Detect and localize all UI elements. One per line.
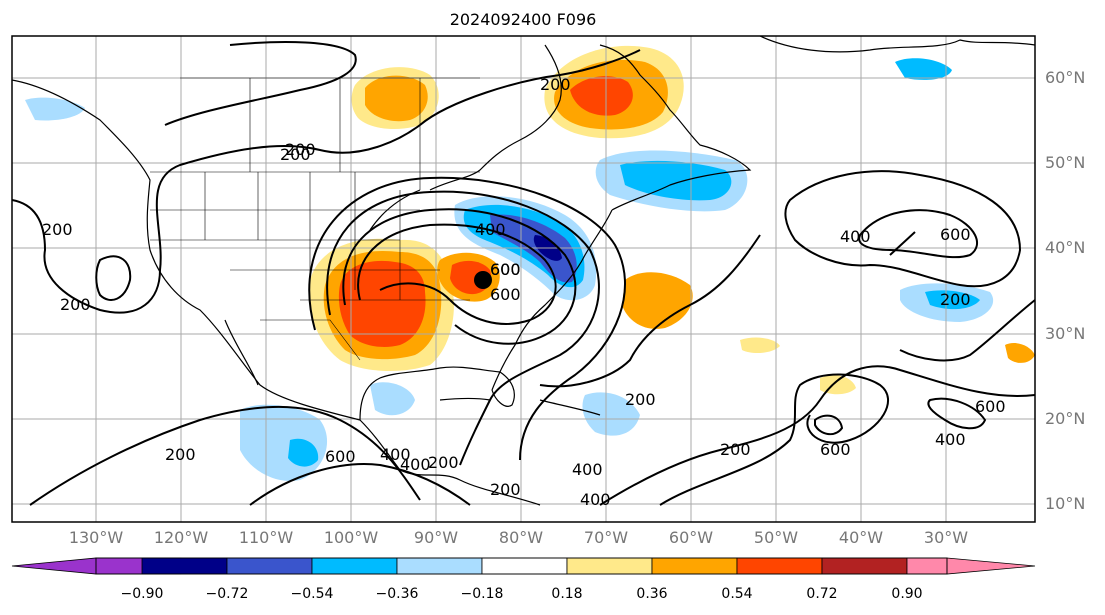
colorbar-segment [396,557,483,575]
colorbar-tick-label: −0.90 [120,586,164,602]
anomaly-positive-canada-mid [365,75,428,122]
contour-label: 400 [840,227,871,246]
map-background [12,36,1035,522]
contour-label: 600 [490,260,521,279]
contour-label: 600 [325,447,356,466]
map-title: 2024092400 F096 [449,10,597,29]
contour-label: 200 [60,295,91,314]
lon-label: 100°W [323,528,379,547]
lat-label: 20°N [1045,409,1086,428]
lat-label: 30°N [1045,324,1086,343]
lon-label: 110°W [238,528,294,547]
contour-label: 200 [42,220,73,239]
anomaly-positive-mid-atl [740,337,780,354]
contour-label: 400 [475,220,506,239]
colorbar-tick-label: −0.36 [375,586,419,602]
colorbar-segment [226,557,313,575]
colorbar-segment [821,557,908,575]
lon-label: 80°W [498,528,544,547]
anomaly-negative-atl-east-core [925,290,980,310]
lon-label: 60°W [668,528,714,547]
contour-label: 200 [720,440,751,459]
contour-label: 200 [540,75,571,94]
lon-label: 30°W [923,528,969,547]
contour-label: 400 [572,460,603,479]
height-contours [12,41,1035,506]
contour-label: 200 [490,480,521,499]
contour-label: 400 [580,490,611,509]
contour-label-layer: 200 200 200 200 400 600 600 600 400 200 … [42,75,1006,509]
contour-label: 400 [380,445,411,464]
graticule [12,36,1035,522]
anomaly-negative-carib [582,392,640,436]
lon-label: 40°W [838,528,884,547]
lon-label: 130°W [68,528,124,547]
anomaly-negative-sw-core [288,438,319,467]
contour-label: 200 [280,145,311,164]
contour-label: 200 [165,445,196,464]
colorbar-tick-label: 0.18 [551,586,583,602]
lat-label: 60°N [1045,68,1086,87]
map-frame [11,35,1036,523]
contour-label: 200 [625,390,656,409]
colorbar-tick-label: 0.36 [636,586,668,602]
lat-label: 50°N [1045,153,1086,172]
contour-label: 400 [400,455,431,474]
anomaly-positive-quebec-core [570,76,633,116]
storm-center-marker [474,271,492,289]
colorbar-tick-label: 0.90 [891,586,923,602]
colorbar [11,557,1036,575]
colorbar-tick-label: −0.72 [205,586,249,602]
anomaly-negative-strong-ne [490,214,577,283]
colorbar-segment [481,557,568,575]
colorbar-segment [566,557,653,575]
colorbar-tick-label: 0.72 [806,586,838,602]
colorbar-tick-label: −0.18 [460,586,504,602]
anomaly-positive-strong [338,260,426,347]
anomaly-negative-newfoundland-mid [620,160,732,201]
colorbar-tick-label: −0.54 [290,586,334,602]
colorbar-segment [736,557,823,575]
anomaly-positive-atlantic [622,272,693,329]
contour-label: 200 [285,140,316,159]
colorbar-segment [946,557,1036,575]
anomaly-negative-mex [370,382,415,416]
contour-label: 600 [975,397,1006,416]
anomaly-negative-pac [25,97,85,121]
contour-label: 600 [820,440,851,459]
lon-label: 70°W [583,528,629,547]
anomaly-negative-greenland [895,58,952,80]
anomaly-positive-east [1005,343,1035,363]
coastlines [12,36,1035,506]
colorbar-tick-label: 0.54 [721,586,753,602]
contour-label: 200 [428,453,459,472]
colorbar-segment [651,557,738,575]
lat-label: 10°N [1045,494,1086,513]
contour-label: 600 [940,225,971,244]
contour-label: 600 [490,285,521,304]
colorbar-segment [311,557,398,575]
colorbar-segment [141,557,228,575]
political-borders [150,77,480,361]
lat-label: 40°N [1045,238,1086,257]
contour-label: 600 [490,260,521,279]
contour-label: 200 [940,290,971,309]
lon-label: 50°W [753,528,799,547]
colorbar-segment [11,557,97,575]
contour-label: 400 [935,430,966,449]
lon-label: 90°W [413,528,459,547]
colorbar-segment [906,557,948,575]
lon-label: 120°W [153,528,209,547]
